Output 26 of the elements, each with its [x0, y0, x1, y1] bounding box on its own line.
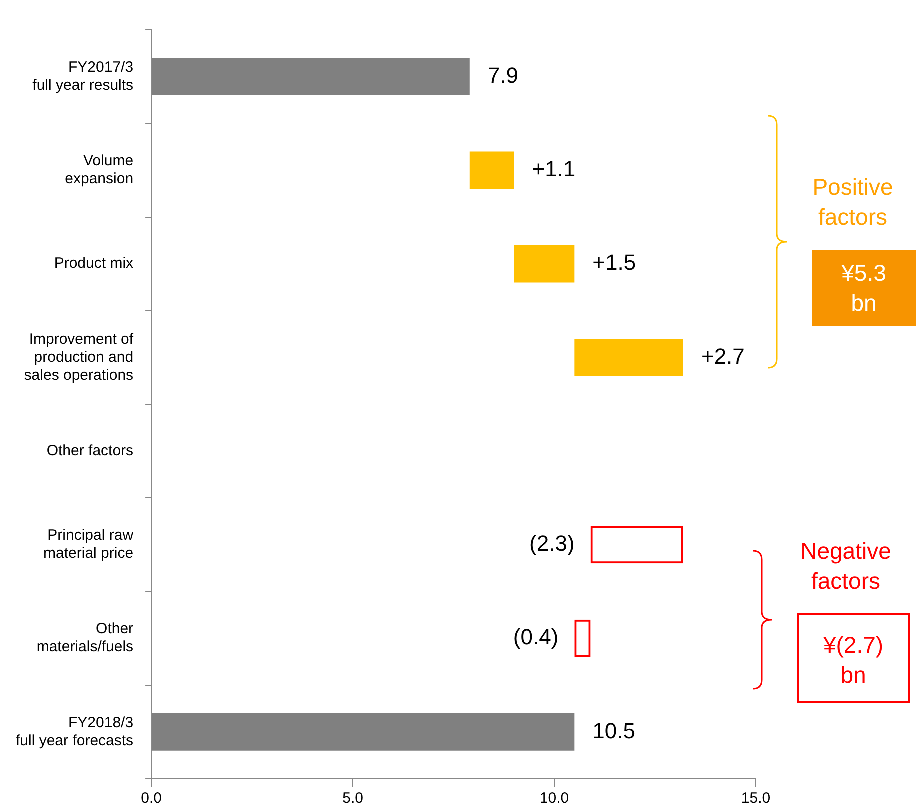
- data-label: (0.4): [513, 624, 559, 650]
- y-tick-label: Principal raw material price: [44, 527, 134, 562]
- text: Positive factors: [812, 173, 894, 232]
- bar: [574, 338, 684, 376]
- text: ¥5.3 bn: [840, 259, 888, 318]
- data-label: 10.5: [592, 718, 636, 744]
- data-label: +1.5: [592, 250, 636, 276]
- y-tick-label: Other materials/fuels: [36, 620, 134, 656]
- data-label: +1.1: [532, 156, 576, 182]
- y-tick-label: Other factors: [46, 442, 134, 460]
- x-tick-label: 15.0: [741, 790, 771, 808]
- y-tick-label: Product mix: [54, 255, 134, 272]
- bar: [470, 152, 514, 190]
- text: ¥(2.7) bn: [822, 631, 885, 690]
- text: Negative factors: [800, 537, 892, 596]
- x-tick-label: 10.0: [540, 790, 570, 808]
- y-tick-label: FY2018/3 full year forecasts: [16, 714, 134, 750]
- y-tick-label: Volume expansion: [65, 152, 134, 188]
- y-tick-label: FY2017/3 full year results: [32, 58, 134, 94]
- data-label: (2.3): [530, 531, 575, 556]
- x-tick-label: 0.0: [141, 790, 162, 808]
- x-tick-label: 5.0: [342, 790, 364, 808]
- bar: [514, 245, 575, 283]
- data-label: 7.9: [488, 62, 518, 88]
- data-label: +2.7: [701, 344, 745, 369]
- y-tick-label: Improvement of production and sales operations: [24, 330, 134, 384]
